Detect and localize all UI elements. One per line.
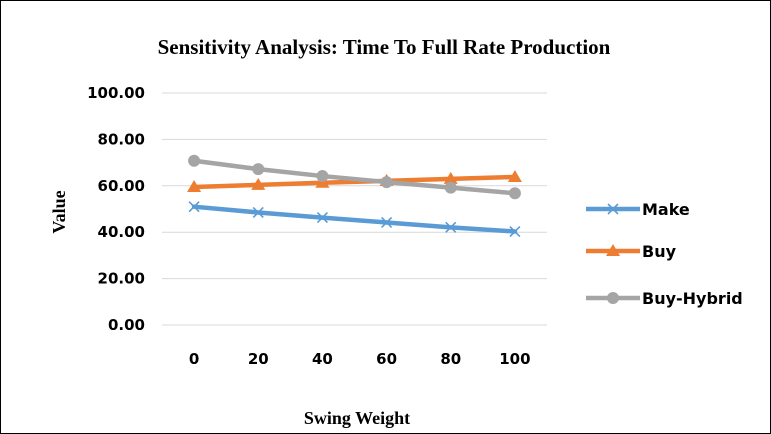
series-make [188,201,521,238]
x-axis-ticks: 0 20 40 60 80 100 [189,350,531,368]
data-point-buy-hybrid [444,181,457,194]
series-buy-hybrid [188,154,521,200]
data-point-buy [187,179,202,192]
legend-marker [606,244,620,256]
y-tick-label: 40.00 [98,223,145,241]
legend-marker [607,292,619,304]
legend-item-buy: Buy [586,242,677,261]
legend: Make Buy Buy-Hybrid [586,200,743,308]
data-point-buy-hybrid [252,163,265,176]
y-tick-label: 60.00 [98,177,145,195]
chart-title: Sensitivity Analysis: Time To Full Rate … [158,35,611,59]
x-axis-title: Swing Weight [304,408,410,428]
legend-label: Buy [642,242,677,261]
legend-item-buy-hybrid: Buy-Hybrid [586,289,743,308]
data-point-make [509,225,521,238]
data-point-buy [443,171,458,184]
y-axis-ticks: 0.00 20.00 40.00 60.00 80.00 100.00 [87,84,145,334]
x-tick-label: 20 [248,350,269,368]
grid-lines [162,92,547,326]
x-tick-label: 40 [312,350,333,368]
data-point-make [381,216,393,229]
data-point-make [316,212,328,224]
data-point-make [188,201,200,213]
y-tick-label: 80.00 [98,130,145,148]
series-line-make [191,204,518,234]
x-tick-label: 60 [376,350,397,368]
data-point-make [445,221,457,233]
series-group [187,154,522,238]
data-point-make [252,206,264,219]
data-point-buy-hybrid [380,176,393,189]
legend-marker [607,203,619,215]
y-tick-label: 0.00 [108,316,145,334]
y-tick-label: 20.00 [98,270,145,288]
data-point-buy [507,169,522,182]
legend-label: Buy-Hybrid [642,289,743,308]
data-point-buy-hybrid [188,154,201,167]
legend-item-make: Make [586,200,690,219]
data-point-buy-hybrid [316,170,329,183]
y-tick-label: 100.00 [87,84,145,102]
x-tick-label: 80 [440,350,461,368]
legend-label: Make [642,200,690,219]
x-tick-label: 100 [499,350,530,368]
data-point-buy-hybrid [508,187,521,200]
x-tick-label: 0 [189,350,199,368]
series-line-buy-hybrid [191,158,518,196]
data-point-buy [251,177,266,190]
series-line-buy [191,174,518,190]
y-axis-title: Value [49,190,69,233]
